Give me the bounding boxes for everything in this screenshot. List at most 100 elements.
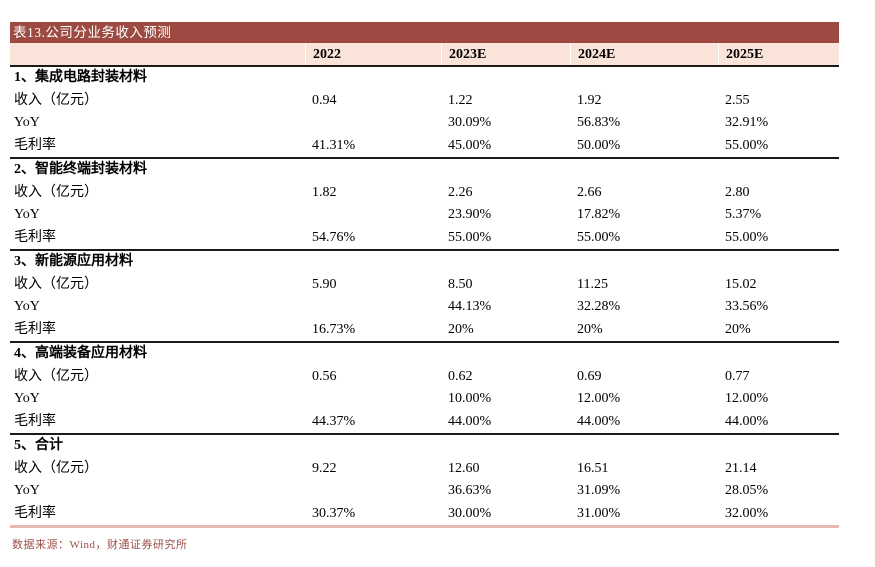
cell-value — [305, 480, 441, 503]
cell-value — [305, 204, 441, 227]
cell-value: 0.94 — [312, 92, 337, 108]
table-row: YoY 36.63% 31.09% 28.05% — [10, 480, 839, 503]
cell-value: 1.82 — [312, 184, 337, 200]
cell-value: 20% — [577, 321, 603, 337]
table-row: 毛利率 30.37% 30.00% 31.00% 32.00% — [10, 503, 839, 526]
section-4: 4、高端装备应用材料 收入（亿元） 0.56 0.62 0.69 0.77 YoY 10.00… — [10, 343, 839, 435]
table-body: 1、集成电路封装材料 收入（亿元） 0.94 1.22 1.92 2.55 YoY 30.09… — [10, 67, 839, 528]
row-label: 收入（亿元） — [14, 276, 98, 292]
table-row: 收入（亿元） 0.94 1.22 1.92 2.55 — [10, 90, 839, 113]
cell-value: 11.25 — [577, 276, 608, 292]
column-header-2025e: 2025E — [718, 43, 839, 65]
row-label: 毛利率 — [14, 321, 56, 337]
table-row: 毛利率 16.73% 20% 20% 20% — [10, 319, 839, 342]
cell-value: 9.22 — [312, 460, 337, 476]
section-title: 2、智能终端封装材料 — [14, 162, 147, 177]
cell-value: 2.55 — [725, 92, 750, 108]
row-label: YoY — [14, 115, 40, 130]
row-label: 收入（亿元） — [14, 92, 98, 108]
cell-value: 15.02 — [725, 276, 757, 292]
table-row: YoY 23.90% 17.82% 5.37% — [10, 204, 839, 227]
column-header-2023e: 2023E — [441, 43, 570, 65]
cell-value: 44.00% — [725, 413, 769, 429]
cell-value: 44.00% — [448, 413, 492, 429]
cell-value — [305, 388, 441, 411]
revenue-forecast-table: 表13.公司分业务收入预测 2022 2023E 2024E 2025E 1、集… — [10, 22, 839, 528]
row-label: YoY — [14, 391, 40, 406]
cell-value: 5.90 — [312, 276, 337, 292]
cell-value: 8.50 — [448, 276, 473, 292]
cell-value: 41.31% — [312, 137, 356, 153]
cell-value: 44.13% — [448, 299, 492, 314]
cell-value: 0.56 — [312, 368, 337, 384]
cell-value: 16.73% — [312, 321, 356, 337]
row-label: YoY — [14, 299, 40, 314]
cell-value: 12.60 — [448, 460, 480, 476]
cell-value: 20% — [448, 321, 474, 337]
cell-value: 55.00% — [725, 137, 769, 153]
row-label: 收入（亿元） — [14, 368, 98, 384]
table-row: 收入（亿元） 1.82 2.26 2.66 2.80 — [10, 182, 839, 205]
cell-value: 0.69 — [577, 368, 602, 384]
cell-value: 32.91% — [725, 115, 769, 130]
table-row: 收入（亿元） 0.56 0.62 0.69 0.77 — [10, 366, 839, 389]
section-5: 5、合计 收入（亿元） 9.22 12.60 16.51 21.14 YoY 36.63% 31… — [10, 435, 839, 528]
row-label: 收入（亿元） — [14, 184, 98, 200]
cell-value: 56.83% — [577, 115, 621, 130]
cell-value: 23.90% — [448, 207, 492, 222]
column-header-2024e: 2024E — [570, 43, 718, 65]
column-header-blank — [10, 43, 305, 65]
table-header-row: 2022 2023E 2024E 2025E — [10, 43, 839, 67]
section-title: 5、合计 — [14, 438, 63, 453]
section-title: 1、集成电路封装材料 — [14, 70, 147, 85]
cell-value: 21.14 — [725, 460, 757, 476]
section-title-row: 1、集成电路封装材料 — [10, 67, 839, 90]
table-row: 收入（亿元） 9.22 12.60 16.51 21.14 — [10, 458, 839, 481]
section-title-row: 2、智能终端封装材料 — [10, 159, 839, 182]
cell-value — [305, 296, 441, 319]
cell-value: 44.37% — [312, 413, 356, 429]
cell-value: 45.00% — [448, 137, 492, 153]
section-3: 3、新能源应用材料 收入（亿元） 5.90 8.50 11.25 15.02 YoY 44.1… — [10, 251, 839, 343]
cell-value: 31.00% — [577, 505, 621, 521]
cell-value: 20% — [725, 321, 751, 337]
cell-value: 16.51 — [577, 460, 609, 476]
cell-value: 55.00% — [577, 229, 621, 245]
section-title-row: 4、高端装备应用材料 — [10, 343, 839, 366]
cell-value: 30.00% — [448, 505, 492, 521]
table-row: YoY 30.09% 56.83% 32.91% — [10, 112, 839, 135]
cell-value: 0.77 — [725, 368, 750, 384]
section-title: 3、新能源应用材料 — [14, 254, 133, 269]
cell-value: 36.63% — [448, 483, 492, 498]
table-row: 毛利率 54.76% 55.00% 55.00% 55.00% — [10, 227, 839, 250]
cell-value: 0.62 — [448, 368, 473, 384]
row-label: 毛利率 — [14, 413, 56, 429]
cell-value: 32.00% — [725, 505, 769, 521]
cell-value: 12.00% — [725, 391, 769, 406]
cell-value: 10.00% — [448, 391, 492, 406]
data-source-note: 数据来源：Wind，财通证券研究所 — [12, 539, 188, 551]
cell-value: 30.09% — [448, 115, 492, 130]
cell-value: 55.00% — [448, 229, 492, 245]
table-row: YoY 44.13% 32.28% 33.56% — [10, 296, 839, 319]
section-title: 4、高端装备应用材料 — [14, 346, 147, 361]
table-row: YoY 10.00% 12.00% 12.00% — [10, 388, 839, 411]
cell-value: 2.26 — [448, 184, 473, 200]
row-label: 毛利率 — [14, 229, 56, 245]
row-label: YoY — [14, 207, 40, 222]
cell-value: 31.09% — [577, 483, 621, 498]
table-row: 收入（亿元） 5.90 8.50 11.25 15.02 — [10, 274, 839, 297]
section-title-row: 3、新能源应用材料 — [10, 251, 839, 274]
cell-value: 1.92 — [577, 92, 602, 108]
cell-value: 55.00% — [725, 229, 769, 245]
cell-value: 30.37% — [312, 505, 356, 521]
table-row: 毛利率 41.31% 45.00% 50.00% 55.00% — [10, 135, 839, 158]
row-label: 毛利率 — [14, 137, 56, 153]
cell-value: 17.82% — [577, 207, 621, 222]
cell-value — [305, 112, 441, 135]
section-title-row: 5、合计 — [10, 435, 839, 458]
cell-value: 12.00% — [577, 391, 621, 406]
section-2: 2、智能终端封装材料 收入（亿元） 1.82 2.26 2.66 2.80 YoY 23.90… — [10, 159, 839, 251]
row-label: YoY — [14, 483, 40, 498]
cell-value: 33.56% — [725, 299, 769, 314]
